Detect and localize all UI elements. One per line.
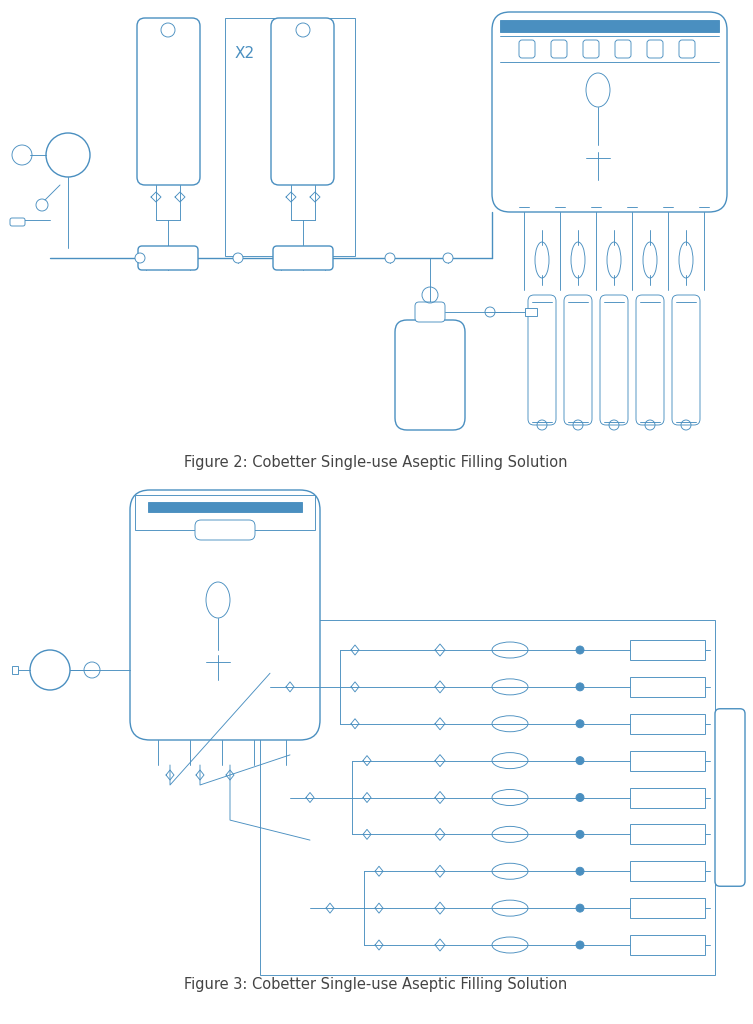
Circle shape (576, 720, 584, 728)
Circle shape (443, 253, 453, 263)
Text: Figure 2: Cobetter Single-use Aseptic Filling Solution: Figure 2: Cobetter Single-use Aseptic Fi… (184, 455, 568, 469)
FancyBboxPatch shape (636, 295, 664, 425)
FancyBboxPatch shape (715, 709, 745, 886)
FancyBboxPatch shape (137, 18, 200, 185)
Bar (630, 935, 705, 955)
Circle shape (576, 867, 584, 876)
Circle shape (576, 683, 584, 691)
Bar (12, 666, 18, 674)
Circle shape (233, 253, 243, 263)
Bar (135, 495, 315, 530)
Bar (630, 677, 705, 697)
Circle shape (576, 904, 584, 912)
Bar (260, 620, 715, 975)
Bar (630, 861, 705, 882)
FancyBboxPatch shape (583, 40, 599, 58)
Bar (630, 898, 705, 919)
Bar (525, 308, 537, 316)
FancyBboxPatch shape (415, 302, 445, 322)
Text: Figure 3: Cobetter Single-use Aseptic Filling Solution: Figure 3: Cobetter Single-use Aseptic Fi… (184, 978, 568, 992)
FancyBboxPatch shape (492, 12, 727, 212)
Text: X2: X2 (235, 45, 255, 60)
FancyBboxPatch shape (195, 520, 255, 540)
FancyBboxPatch shape (679, 40, 695, 58)
FancyBboxPatch shape (672, 295, 700, 425)
FancyBboxPatch shape (600, 295, 628, 425)
FancyBboxPatch shape (551, 40, 567, 58)
Bar (630, 824, 705, 845)
Bar (630, 751, 705, 771)
FancyBboxPatch shape (271, 18, 334, 185)
Circle shape (135, 253, 145, 263)
Circle shape (576, 757, 584, 765)
Bar (630, 640, 705, 660)
FancyBboxPatch shape (130, 490, 320, 740)
FancyBboxPatch shape (647, 40, 663, 58)
Circle shape (576, 794, 584, 802)
Bar (630, 714, 705, 734)
FancyBboxPatch shape (10, 218, 25, 226)
Circle shape (576, 830, 584, 839)
Bar (148, 502, 302, 512)
FancyBboxPatch shape (519, 40, 535, 58)
FancyBboxPatch shape (564, 295, 592, 425)
FancyBboxPatch shape (615, 40, 631, 58)
FancyBboxPatch shape (395, 319, 465, 430)
Bar (225, 18, 355, 256)
Bar (630, 787, 705, 808)
Bar (500, 20, 719, 32)
FancyBboxPatch shape (273, 246, 333, 270)
FancyBboxPatch shape (138, 246, 198, 270)
Circle shape (385, 253, 395, 263)
Circle shape (576, 941, 584, 949)
FancyBboxPatch shape (528, 295, 556, 425)
Circle shape (576, 646, 584, 654)
